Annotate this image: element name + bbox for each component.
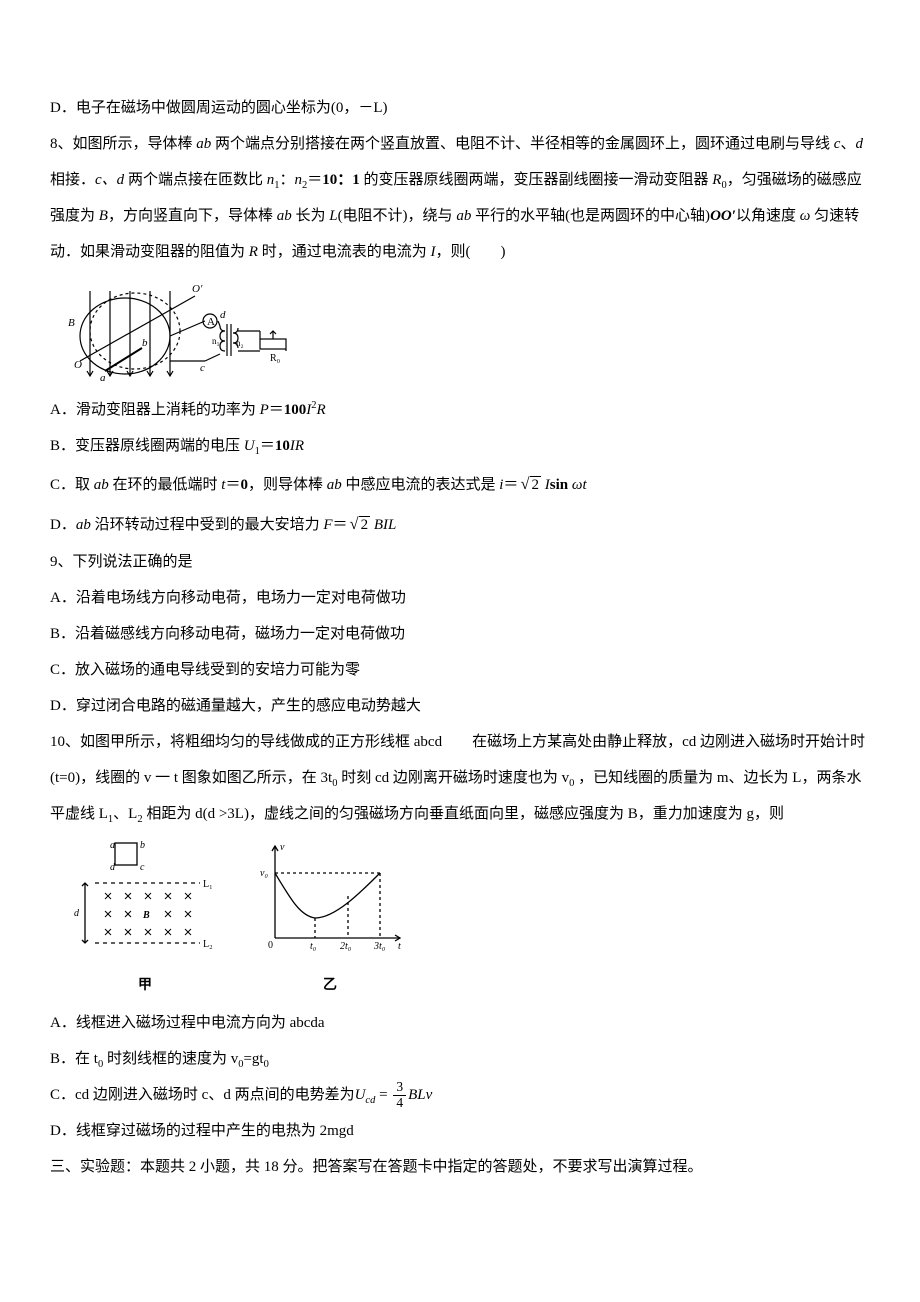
svg-text:B: B: [142, 910, 150, 921]
q10-figures: a b d c L₁ L₂ B d 甲: [70, 838, 870, 1003]
svg-text:b: b: [142, 337, 148, 349]
q9-option-d: D．穿过闭合电路的磁通量越大，产生的感应电动势越大: [50, 688, 870, 724]
svg-text:d: d: [74, 908, 80, 919]
q10-option-a: A．线框进入磁场过程中电流方向为 abcda: [50, 1005, 870, 1041]
q8-figure: B O O′ a b c d A n₁ n₂ R₀: [60, 276, 870, 386]
svg-text:0: 0: [268, 940, 273, 951]
svg-text:n₁: n₁: [212, 336, 220, 346]
q9-option-a: A．沿着电场线方向移动电荷，电场力一定对电荷做功: [50, 580, 870, 616]
q10-option-b: B．在 t0 时刻线框的速度为 v0=gt0: [50, 1041, 870, 1077]
svg-text:c: c: [200, 362, 205, 374]
q10-option-d: D．线框穿过磁场的过程中产生的电热为 2mgd: [50, 1113, 870, 1149]
q10-stem: 10、如图甲所示，将粗细均匀的导线做成的正方形线框 abcd 在磁场上方某高处由…: [50, 724, 870, 832]
q8-option-b: B．变压器原线圈两端的电压 U1＝10IR: [50, 428, 870, 464]
svg-text:a: a: [110, 840, 115, 851]
svg-text:t₀: t₀: [310, 941, 317, 952]
svg-text:d: d: [220, 309, 226, 321]
svg-text:B: B: [68, 317, 75, 329]
q9-stem: 9、下列说法正确的是: [50, 544, 870, 580]
svg-text:t: t: [398, 941, 401, 952]
svg-text:v₀: v₀: [260, 868, 268, 879]
q10-figure-yi: v v₀ 0 t₀ 2t₀ 3t₀ t: [250, 838, 410, 953]
svg-text:3t₀: 3t₀: [373, 941, 386, 952]
svg-text:A: A: [207, 316, 215, 328]
q8-stem: 8、如图所示，导体棒 ab 两个端点分别搭接在两个竖直放置、电阻不计、半径相等的…: [50, 126, 870, 270]
q10-figure-jia: a b d c L₁ L₂ B d: [70, 838, 220, 953]
svg-text:n₂: n₂: [236, 338, 244, 348]
svg-text:O′: O′: [192, 283, 203, 295]
q9-option-b: B．沿着磁感线方向移动电荷，磁场力一定对电荷做功: [50, 616, 870, 652]
svg-text:v: v: [280, 842, 285, 853]
q8-option-c: C．取 ab 在环的最低端时 t＝0，则导体棒 ab 中感应电流的表达式是 i＝…: [50, 464, 870, 504]
svg-text:O: O: [74, 359, 82, 371]
section-3-heading: 三、实验题：本题共 2 小题，共 18 分。把答案写在答题卡中指定的答题处，不要…: [50, 1149, 870, 1185]
q8-option-a: A．滑动变阻器上消耗的功率为 P＝100I2R: [50, 392, 870, 428]
svg-text:L₂: L₂: [203, 939, 213, 950]
svg-text:L₁: L₁: [203, 879, 213, 890]
svg-text:c: c: [140, 862, 145, 873]
q8-option-d: D．ab 沿环转动过程中受到的最大安培力 F＝2 BIL: [50, 504, 870, 544]
svg-text:a: a: [100, 372, 106, 384]
svg-text:2t₀: 2t₀: [340, 941, 352, 952]
svg-text:b: b: [140, 840, 145, 851]
svg-text:R₀: R₀: [270, 353, 281, 364]
q7-option-d: D．电子在磁场中做圆周运动的圆心坐标为(0，－L): [50, 90, 870, 126]
q9-option-c: C．放入磁场的通电导线受到的安培力可能为零: [50, 652, 870, 688]
q10-option-c: C．cd 边刚进入磁场时 c、d 两点间的电势差为Ucd = 34BLv: [50, 1077, 870, 1113]
